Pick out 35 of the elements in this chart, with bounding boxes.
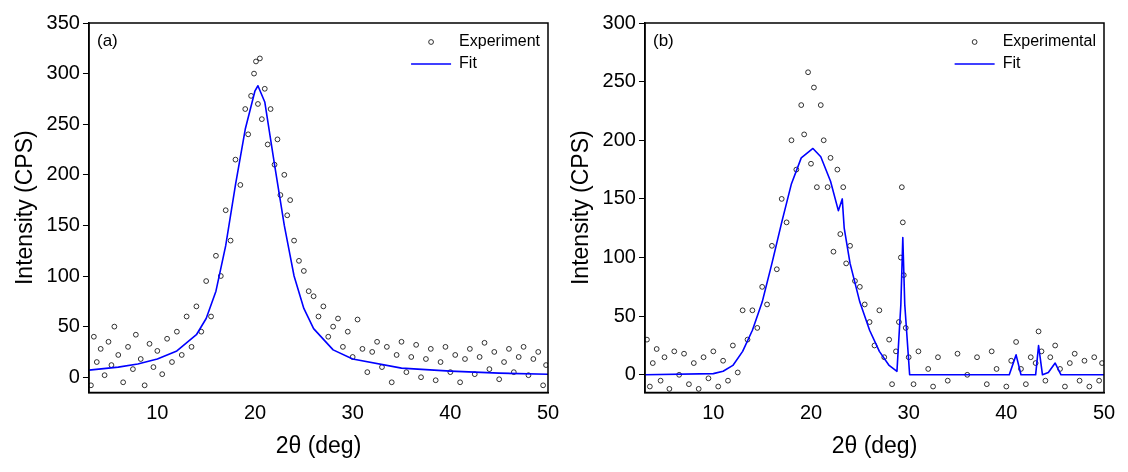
y-axis-title: Intensity (CPS)	[11, 130, 38, 286]
y-tick-label: 200	[602, 127, 636, 150]
x-axis-title: 2θ (deg)	[275, 431, 362, 458]
x-tick-label: 40	[995, 400, 1018, 423]
y-tick-label: 350	[46, 10, 80, 33]
legend-label: Fit	[1002, 54, 1021, 72]
x-tick-label: 20	[243, 400, 267, 423]
y-tick-label: 250	[46, 111, 80, 134]
x-tick-label: 10	[146, 400, 169, 423]
y-tick-label: 0	[624, 362, 636, 385]
y-tick-label: 250	[602, 69, 636, 92]
y-tick-label: 200	[46, 162, 80, 185]
legend-label: Experimental	[1002, 32, 1096, 50]
y-tick-label: 300	[46, 61, 80, 84]
y-tick-label: 0	[68, 364, 80, 387]
y-tick-label: 150	[602, 186, 636, 209]
y-axis-title: Intensity (CPS)	[567, 130, 594, 286]
y-tick-label: 50	[613, 303, 636, 326]
x-tick-label: 30	[341, 400, 364, 423]
x-tick-label: 30	[897, 400, 920, 423]
y-tick-label: 100	[602, 245, 636, 268]
y-tick-label: 50	[57, 314, 80, 337]
x-tick-label: 20	[799, 400, 823, 423]
y-tick-label: 150	[46, 212, 80, 235]
annotation: (a)	[96, 31, 118, 51]
annotation: (b)	[652, 31, 674, 51]
x-tick-label: 50	[1092, 400, 1116, 423]
x-tick-label: 10	[702, 400, 725, 423]
x-tick-label: 50	[536, 400, 560, 423]
legend-label: Experiment	[459, 32, 541, 50]
legend-label: Fit	[459, 54, 478, 72]
x-axis-title: 2θ (deg)	[831, 431, 918, 458]
x-tick-label: 40	[439, 400, 462, 423]
y-tick-label: 300	[602, 10, 636, 33]
y-tick-label: 100	[46, 263, 80, 286]
